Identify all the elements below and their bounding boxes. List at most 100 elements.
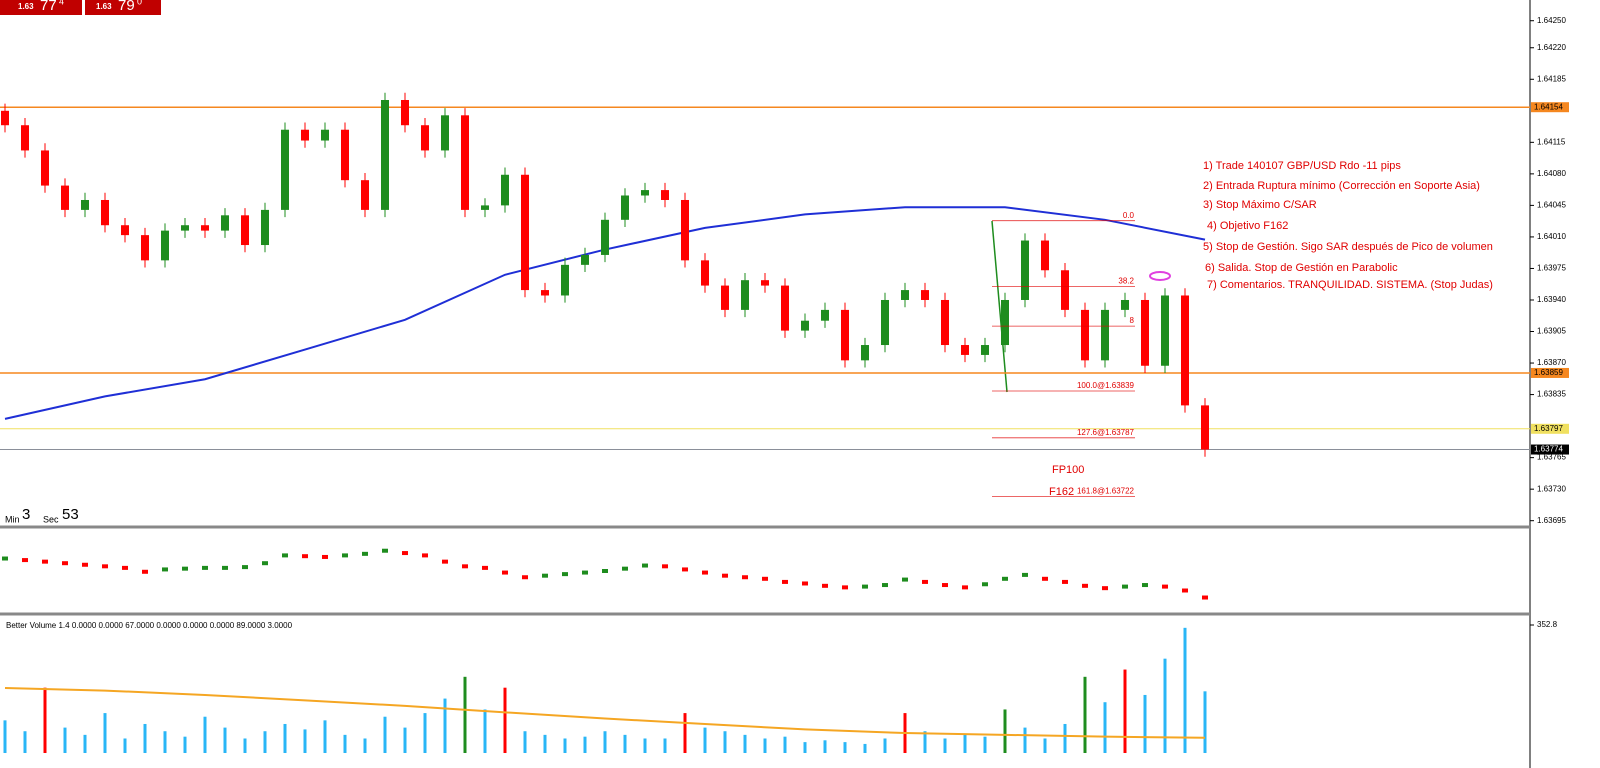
oscillator-bar — [322, 554, 328, 559]
oscillator-bar — [562, 572, 568, 577]
oscillator-bar — [242, 565, 248, 570]
volume-bar — [423, 713, 427, 753]
quote-prefix: 1.63 — [96, 2, 112, 11]
candle-body — [1041, 240, 1049, 271]
fib-label: 161.8@1.63722 — [1077, 486, 1135, 495]
fib-label: 38.2 — [1118, 277, 1134, 286]
volume-bar — [123, 738, 127, 753]
volume-bar — [943, 738, 947, 753]
oscillator-bar — [1122, 584, 1128, 589]
highlight-ellipse — [1149, 271, 1171, 281]
candle-body — [821, 309, 829, 321]
candle-body — [901, 290, 909, 300]
volume-bar — [343, 734, 347, 753]
candle-body — [421, 125, 429, 151]
volume-bar — [803, 742, 807, 753]
y-tick-label: 1.64220 — [1537, 43, 1566, 52]
y-tick-label: 352.8 — [1537, 620, 1558, 629]
candle-body — [661, 190, 669, 200]
candle-body — [561, 264, 569, 296]
volume-bar — [323, 720, 327, 753]
volume-bar — [1203, 691, 1207, 753]
y-tick-label: 1.64080 — [1537, 169, 1566, 178]
oscillator-bar — [842, 585, 848, 590]
price-tag — [1531, 367, 1569, 378]
candle-body — [581, 254, 589, 265]
candle-body — [1101, 309, 1109, 361]
volume-bar — [983, 736, 987, 753]
volume-bar — [463, 676, 467, 753]
volume-bar — [643, 738, 647, 753]
candle-body — [841, 309, 849, 361]
volume-bar — [523, 731, 527, 753]
volume-bar — [363, 738, 367, 753]
oscillator-bar — [262, 561, 268, 566]
oscillator-bar — [162, 567, 168, 572]
annotation: 1) Trade 140107 GBP/USD Rdo -11 pips — [1203, 160, 1401, 172]
y-tick-label: 1.63870 — [1537, 358, 1566, 367]
oscillator-bar — [422, 553, 428, 558]
candle-body — [761, 280, 769, 286]
oscillator-bar — [762, 576, 768, 581]
volume-bar — [1143, 694, 1147, 753]
candle-body — [721, 285, 729, 310]
candle-body — [1, 110, 9, 126]
y-tick-label: 1.64010 — [1537, 232, 1566, 241]
oscillator-bar — [222, 565, 228, 570]
oscillator-bar — [42, 559, 48, 564]
y-tick-label: 1.63975 — [1537, 264, 1566, 273]
oscillator-bar — [942, 583, 948, 588]
timer-value: 3 — [22, 506, 30, 523]
candle-body — [1201, 405, 1209, 450]
candle-body — [1181, 295, 1189, 406]
y-tick-label: 1.63940 — [1537, 295, 1566, 304]
candle-body — [881, 299, 889, 346]
annotation: 2) Entrada Ruptura mínimo (Corrección en… — [1203, 180, 1480, 192]
candle-body — [1141, 299, 1149, 366]
quote-button[interactable]: 1.63 77 4 — [0, 0, 82, 15]
volume-bar — [543, 734, 547, 753]
candle-body — [1001, 299, 1009, 346]
candle-body — [361, 180, 369, 210]
trend-line — [991, 220, 1008, 393]
volume-bar — [703, 727, 707, 753]
quote-big: 79 — [118, 0, 135, 14]
price-tag — [1531, 102, 1569, 113]
oscillator-bar — [282, 553, 288, 558]
oscillator-bar — [462, 564, 468, 569]
volume-bar — [3, 720, 7, 753]
oscillator-bar — [902, 577, 908, 582]
candle-body — [181, 225, 189, 231]
quote-small: 4 — [59, 0, 64, 6]
annotation: 6) Salida. Stop de Gestión en Parabolic — [1205, 262, 1398, 274]
volume-bar — [263, 731, 267, 753]
oscillator-bar — [122, 565, 128, 570]
volume-bar — [83, 734, 87, 753]
volume-bar — [203, 716, 207, 753]
volume-bar — [183, 736, 187, 753]
volume-bar — [383, 716, 387, 753]
candle-body — [81, 199, 89, 210]
oscillator-bar — [1002, 576, 1008, 581]
oscillator-bar — [582, 570, 588, 575]
oscillator-bar — [1082, 583, 1088, 588]
oscillator-bar — [142, 569, 148, 574]
volume-bar — [143, 723, 147, 753]
oscillator-bar — [642, 563, 648, 568]
y-tick-label: 1.64185 — [1537, 74, 1566, 83]
candle-body — [941, 299, 949, 346]
fib-note: F162 — [1049, 486, 1074, 498]
price-tag-label: 1.63859 — [1534, 368, 1563, 377]
oscillator-bar — [382, 548, 388, 553]
y-tick-label: 1.63730 — [1537, 484, 1566, 493]
volume-bar — [403, 727, 407, 753]
annotation: 5) Stop de Gestión. Sigo SAR después de … — [1203, 241, 1493, 253]
quote-button[interactable]: 1.63 79 0 — [85, 0, 161, 15]
oscillator-bar — [802, 581, 808, 586]
price-tag-label: 1.64154 — [1534, 102, 1563, 111]
candle-body — [241, 215, 249, 246]
volume-bar — [923, 731, 927, 753]
y-tick-label: 1.64115 — [1537, 137, 1566, 146]
oscillator-bar — [922, 579, 928, 584]
volume-bar — [43, 687, 47, 753]
